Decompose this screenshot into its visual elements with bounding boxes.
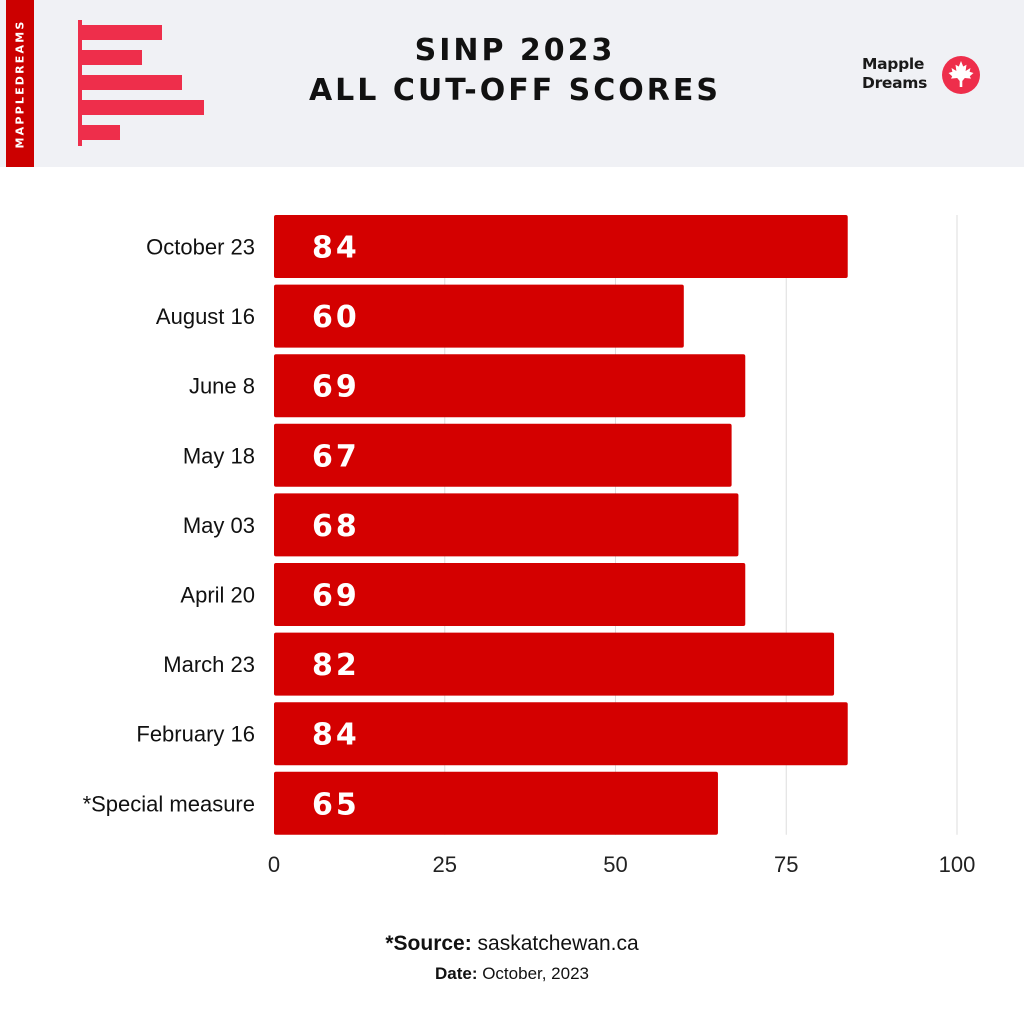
bar <box>274 284 684 348</box>
x-tick-label: 25 <box>433 852 457 877</box>
category-label: April 20 <box>180 583 255 608</box>
bar-value-label: 84 <box>312 231 360 266</box>
title-line-1: SINP 2023 <box>414 33 616 68</box>
bar-value-label: 82 <box>312 648 360 683</box>
x-tick-label: 75 <box>774 852 798 877</box>
bar-chart-icon-bar <box>82 100 204 115</box>
chart-category-labels: October 23 August 16 June 8 May 18 May 03 Apr… <box>83 235 255 817</box>
chart-bars: 84 60 69 67 68 69 82 84 65 <box>274 215 848 835</box>
brand-name: Mapple Dreams <box>862 55 942 93</box>
bar <box>274 563 746 626</box>
bar <box>274 493 739 557</box>
bar-value-label: 67 <box>312 439 360 474</box>
bar-value-label: 69 <box>312 370 360 405</box>
bar <box>274 215 848 278</box>
bar-chart-icon-bar <box>82 50 142 65</box>
bar-chart-icon <box>78 20 218 146</box>
bar <box>274 354 746 418</box>
bar-chart-icon-axis <box>78 20 82 146</box>
bar-chart-icon-bar <box>82 75 182 90</box>
footer: *Source: saskatchewan.ca Date: October, … <box>0 930 1024 988</box>
header-banner: MAPPLEDREAMS SINP 2023 ALL CUT-OFF SCORE… <box>0 0 1024 167</box>
side-brand-strip: MAPPLEDREAMS <box>6 0 34 167</box>
category-label: May 03 <box>183 513 255 538</box>
category-label: August 16 <box>156 304 255 329</box>
cutoff-bar-chart: 84 60 69 67 68 69 82 84 65 October 23 August 16 Ju… <box>83 215 975 877</box>
bar <box>274 702 848 766</box>
date-label: Date: <box>434 964 478 983</box>
category-label: February 16 <box>136 722 255 747</box>
title-line-2: ALL CUT-OFF SCORES <box>308 73 722 108</box>
bar <box>274 423 732 487</box>
page-title: SINP 2023 ALL CUT-OFF SCORES <box>230 31 800 111</box>
source-value: saskatchewan.ca <box>471 932 639 955</box>
category-label: October 23 <box>146 235 255 260</box>
category-label: *Special measure <box>83 791 255 816</box>
side-brand-text: MAPPLEDREAMS <box>13 18 27 149</box>
brand-name-line-2: Dreams <box>862 74 928 92</box>
brand-name-line-1: Mapple <box>862 55 925 73</box>
maple-leaf-icon <box>942 56 980 94</box>
x-tick-label: 50 <box>603 852 627 877</box>
brand-logo: Mapple Dreams <box>862 55 992 105</box>
bar-value-label: 68 <box>312 509 360 544</box>
source-line: *Source: saskatchewan.ca <box>0 930 1024 958</box>
x-tick-label: 0 <box>268 852 280 877</box>
category-label: May 18 <box>183 443 255 468</box>
category-label: March 23 <box>163 652 255 677</box>
bar-value-label: 60 <box>312 300 360 335</box>
bar-value-label: 69 <box>312 579 360 614</box>
date-line: Date: October, 2023 <box>0 960 1024 988</box>
bar-chart-icon-bar <box>82 25 162 40</box>
bar-value-label: 65 <box>312 787 360 822</box>
category-label: June 8 <box>189 374 255 399</box>
bar-value-label: 84 <box>312 718 360 753</box>
source-prefix: * <box>385 932 394 955</box>
source-label: Source: <box>393 932 472 955</box>
chart-x-ticks: 0 25 50 75 100 <box>268 852 975 877</box>
x-tick-label: 100 <box>939 852 976 877</box>
date-value: October, 2023 <box>477 964 590 983</box>
bar <box>274 632 835 696</box>
bar <box>274 771 718 835</box>
bar-chart-icon-bar <box>82 125 120 140</box>
